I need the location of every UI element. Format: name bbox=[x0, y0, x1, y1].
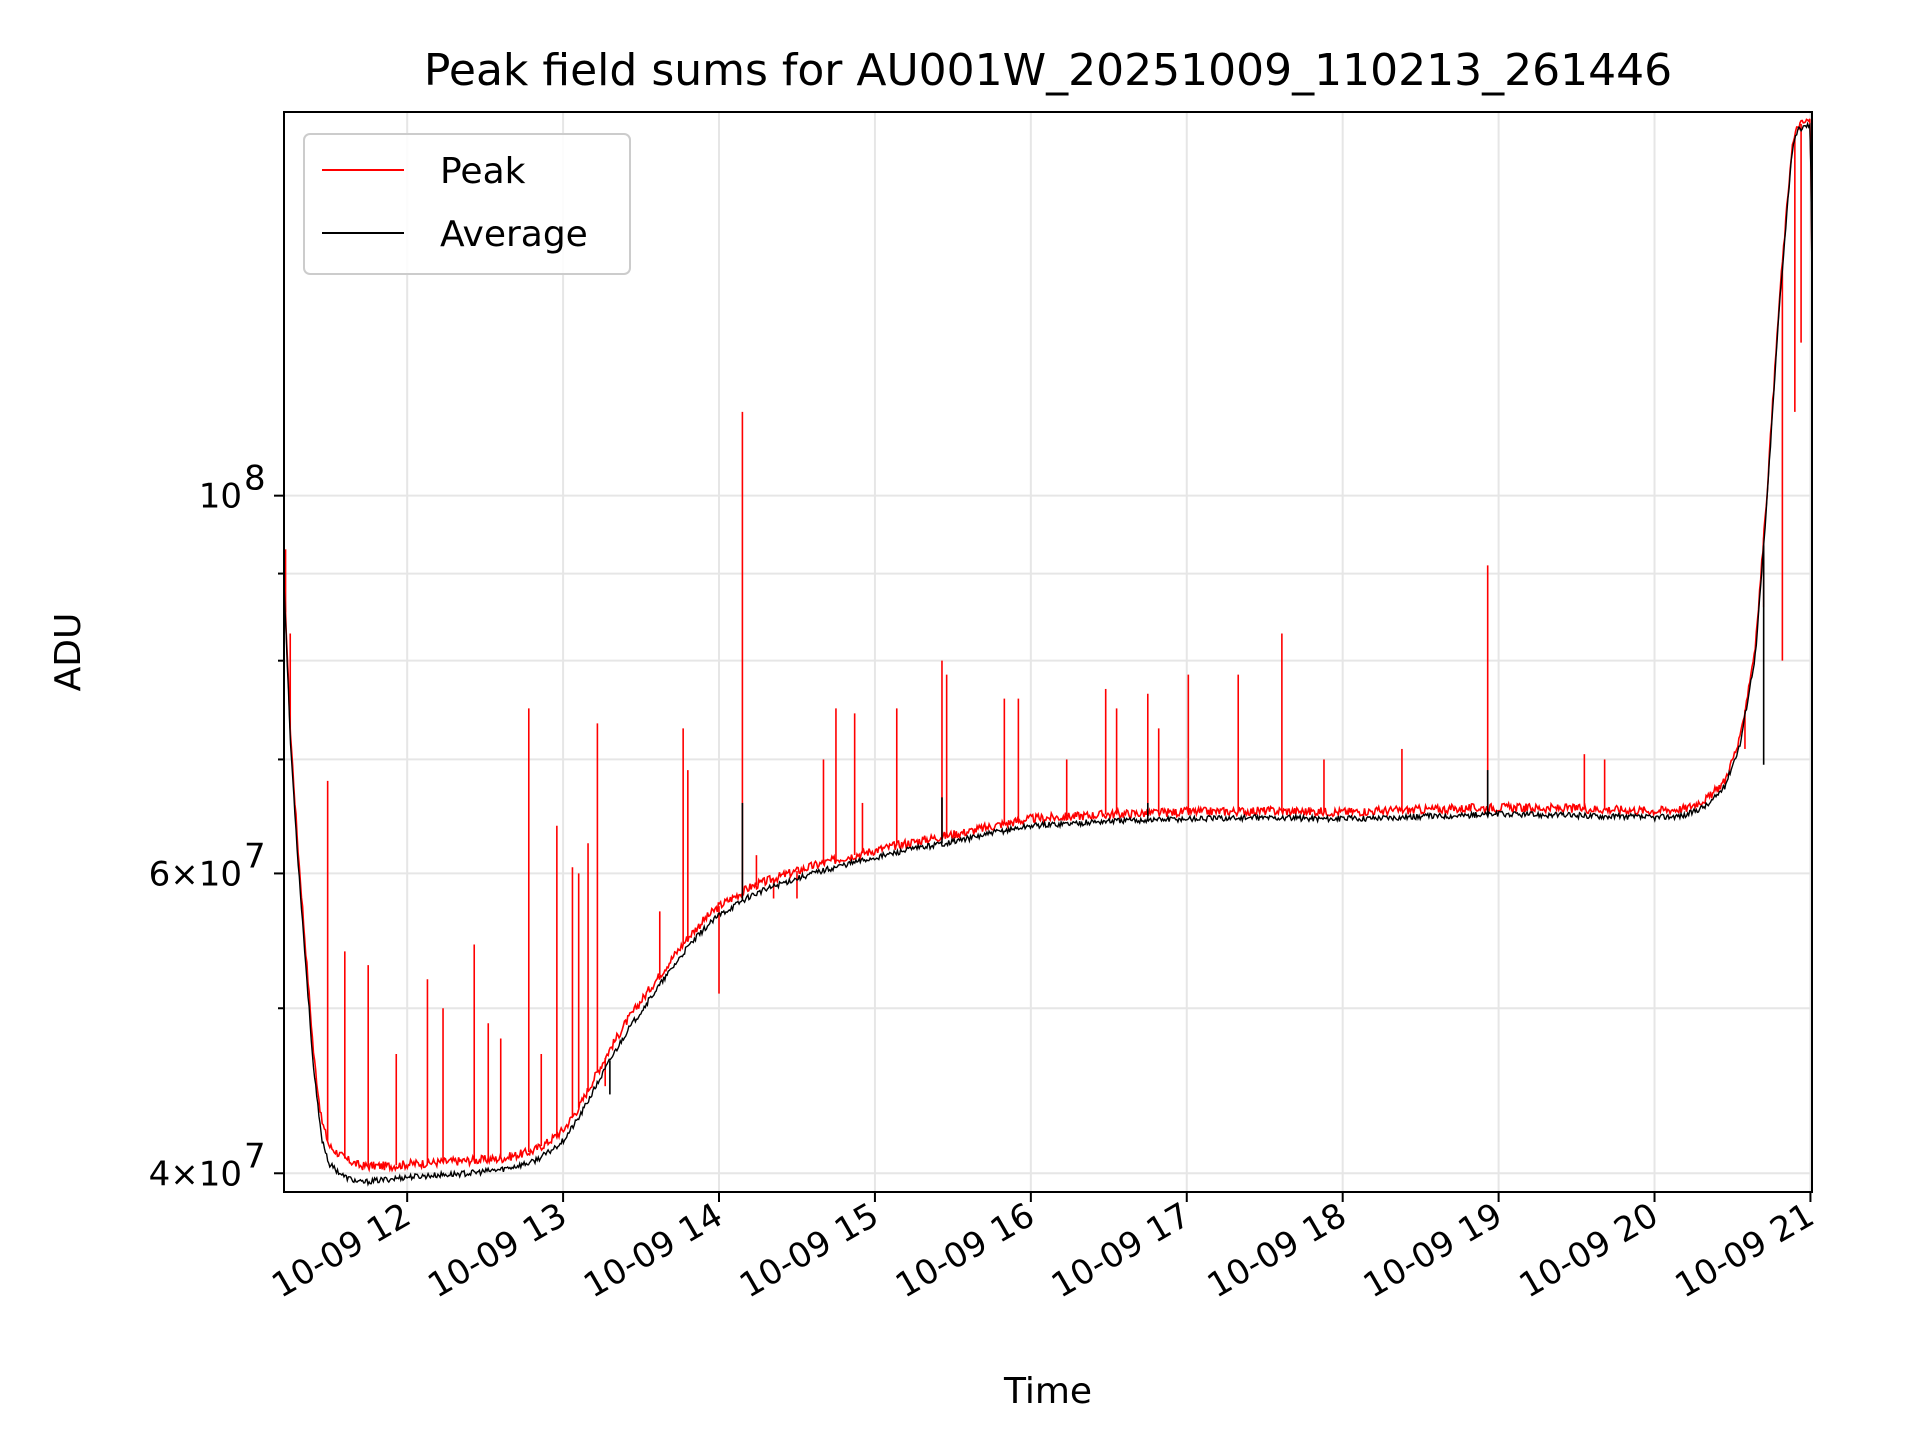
chart-title: Peak field sums for AU001W_20251009_1102… bbox=[424, 45, 1672, 96]
legend-label-peak: Peak bbox=[440, 151, 526, 192]
legend: Peak Average bbox=[304, 134, 630, 274]
y-tick-label: 4×10 bbox=[149, 1154, 242, 1194]
y-tick-exponent: 7 bbox=[244, 836, 266, 876]
y-tick-exponent: 8 bbox=[244, 459, 266, 499]
legend-label-average: Average bbox=[440, 214, 588, 255]
y-tick-label: 10 bbox=[199, 477, 242, 517]
y-tick-label: 6×10 bbox=[149, 854, 242, 894]
y-tick-exponent: 7 bbox=[244, 1136, 266, 1176]
chart: Peak field sums for AU001W_20251009_1102… bbox=[0, 0, 1920, 1440]
x-axis-title: Time bbox=[1003, 1371, 1092, 1412]
y-axis-title: ADU bbox=[48, 613, 89, 692]
